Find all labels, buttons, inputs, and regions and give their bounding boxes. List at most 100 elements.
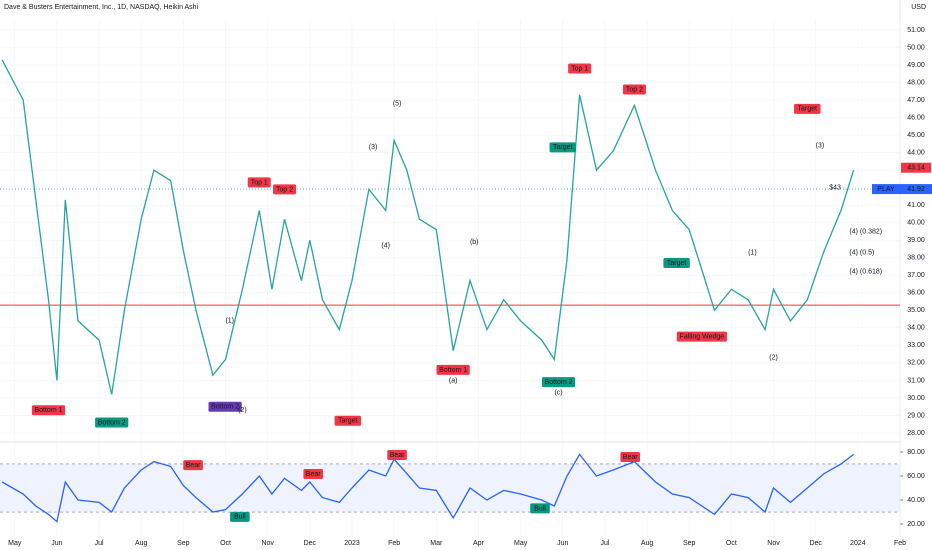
rsi-band bbox=[0, 463, 900, 513]
annotation-label: Bear bbox=[390, 452, 405, 459]
x-tick-label: Apr bbox=[473, 540, 485, 547]
annotation-box bbox=[208, 401, 242, 412]
annotation-label: Bear bbox=[623, 454, 638, 461]
annotation-box bbox=[794, 103, 821, 114]
high-price-tag bbox=[901, 162, 931, 173]
x-tick-label: Jul bbox=[95, 540, 104, 547]
annotation-box bbox=[549, 142, 576, 153]
wave-label: (2) bbox=[769, 354, 778, 361]
wave-label: (3) bbox=[369, 144, 378, 151]
annotation-label: Target bbox=[798, 106, 818, 113]
wave-label: (1) bbox=[748, 249, 757, 256]
wave-label: (c) bbox=[554, 390, 562, 397]
annotation-label: Target bbox=[667, 260, 687, 267]
annotation-box bbox=[95, 417, 129, 428]
price-line bbox=[1, 59, 855, 395]
x-tick-label: Feb bbox=[388, 540, 400, 547]
y2-tick-label: 80.00 bbox=[907, 449, 925, 456]
annotation-box bbox=[436, 364, 470, 375]
annotation-box bbox=[183, 460, 203, 471]
y-tick-label: 34.00 bbox=[907, 325, 925, 332]
annotation-label: Bottom 2 bbox=[545, 379, 573, 386]
x-tick-label: Jun bbox=[557, 540, 568, 547]
x-tick-label: Nov bbox=[767, 540, 780, 547]
annotation-box bbox=[387, 449, 407, 460]
annotation-box bbox=[31, 405, 66, 416]
annotation-box bbox=[230, 511, 250, 522]
annotation-label: Target bbox=[553, 144, 573, 151]
annotation-box bbox=[541, 377, 576, 388]
wave-label: (2) bbox=[238, 407, 247, 414]
x-tick-label: Aug bbox=[135, 540, 148, 547]
y2-tick-label: 40.00 bbox=[907, 497, 925, 504]
x-tick-label: Dec bbox=[304, 540, 317, 547]
annotation-box bbox=[568, 63, 592, 74]
annotation-box bbox=[620, 452, 641, 463]
y-tick-label: 48.00 bbox=[907, 79, 925, 86]
x-tick-label: May bbox=[514, 540, 528, 547]
annotation-box bbox=[622, 84, 646, 95]
y-tick-label: 45.00 bbox=[907, 132, 925, 139]
y-tick-label: 40.00 bbox=[907, 220, 925, 227]
y2-tick-label: 60.00 bbox=[907, 473, 925, 480]
x-tick-label: Sep bbox=[683, 540, 696, 547]
fib-label: (4) (0.618) bbox=[849, 269, 882, 276]
annotation-box bbox=[530, 503, 550, 514]
y-tick-label: 47.00 bbox=[907, 97, 925, 104]
x-tick-label: Feb bbox=[894, 540, 906, 547]
fib-label: (4) (0.5) bbox=[849, 249, 874, 256]
y-tick-label: 33.00 bbox=[907, 342, 925, 349]
y2-tick-label: 20.00 bbox=[907, 521, 925, 528]
high-price-label: 43.14 bbox=[907, 165, 925, 172]
annotation-label: Bear bbox=[306, 471, 321, 478]
wave-label: (3) bbox=[816, 142, 825, 149]
wave-label: (1) bbox=[225, 318, 234, 325]
annotation-label: Bull bbox=[234, 514, 246, 521]
x-tick-label: May bbox=[8, 540, 22, 547]
annotation-label: Bear bbox=[186, 462, 201, 469]
x-tick-label: Oct bbox=[726, 540, 737, 547]
y-tick-label: 31.00 bbox=[907, 377, 925, 384]
y-tick-label: 39.00 bbox=[907, 237, 925, 244]
y-tick-label: 44.00 bbox=[907, 149, 925, 156]
annotation-label: Bull bbox=[534, 505, 546, 512]
y-tick-label: 49.00 bbox=[907, 62, 925, 69]
x-tick-label: Dec bbox=[809, 540, 822, 547]
annotation-label: Bottom 2 bbox=[98, 419, 126, 426]
y-tick-label: 37.00 bbox=[907, 272, 925, 279]
annotation-box bbox=[273, 184, 297, 195]
x-tick-label: Aug bbox=[641, 540, 654, 547]
x-tick-label: Jul bbox=[600, 540, 609, 547]
annotation-label: Top 2 bbox=[276, 186, 293, 193]
annotation-label: Top 1 bbox=[571, 65, 588, 72]
annotation-label: Bottom 1 bbox=[439, 367, 467, 374]
chart-title: Dave & Busters Entertainment, Inc., 1D, … bbox=[4, 4, 199, 11]
y-tick-label: 35.00 bbox=[907, 307, 925, 314]
x-tick-label: Mar bbox=[430, 540, 443, 547]
y-tick-label: 36.00 bbox=[907, 290, 925, 297]
y-tick-label: 38.00 bbox=[907, 255, 925, 262]
annotation-label: Bottom 2 bbox=[211, 404, 239, 411]
annotation-label: Top 1 bbox=[251, 179, 268, 186]
last-price-label: 41.92 bbox=[907, 186, 925, 193]
wave-label: (4) bbox=[381, 242, 390, 249]
currency: USD bbox=[911, 4, 926, 11]
annotation-label: Target bbox=[338, 418, 358, 425]
wave-label: (b) bbox=[470, 239, 479, 246]
wave-label: (5) bbox=[393, 100, 402, 107]
last-price-tag bbox=[872, 184, 932, 195]
x-tick-label: Nov bbox=[261, 540, 274, 547]
y-tick-label: 32.00 bbox=[907, 360, 925, 367]
y-tick-label: 41.00 bbox=[907, 202, 925, 209]
annotation-box bbox=[334, 415, 361, 426]
y-tick-label: 51.00 bbox=[907, 27, 925, 34]
annotation-box bbox=[247, 177, 271, 188]
rsi-line bbox=[1, 453, 854, 523]
price-target-label: $43 bbox=[829, 185, 841, 192]
annotation-label: Bottom 1 bbox=[34, 407, 62, 414]
annotation-label: Falling Wedge bbox=[680, 333, 725, 340]
x-tick-label: Sep bbox=[177, 540, 190, 547]
y-tick-label: 29.00 bbox=[907, 412, 925, 419]
x-tick-label: Jun bbox=[51, 540, 62, 547]
